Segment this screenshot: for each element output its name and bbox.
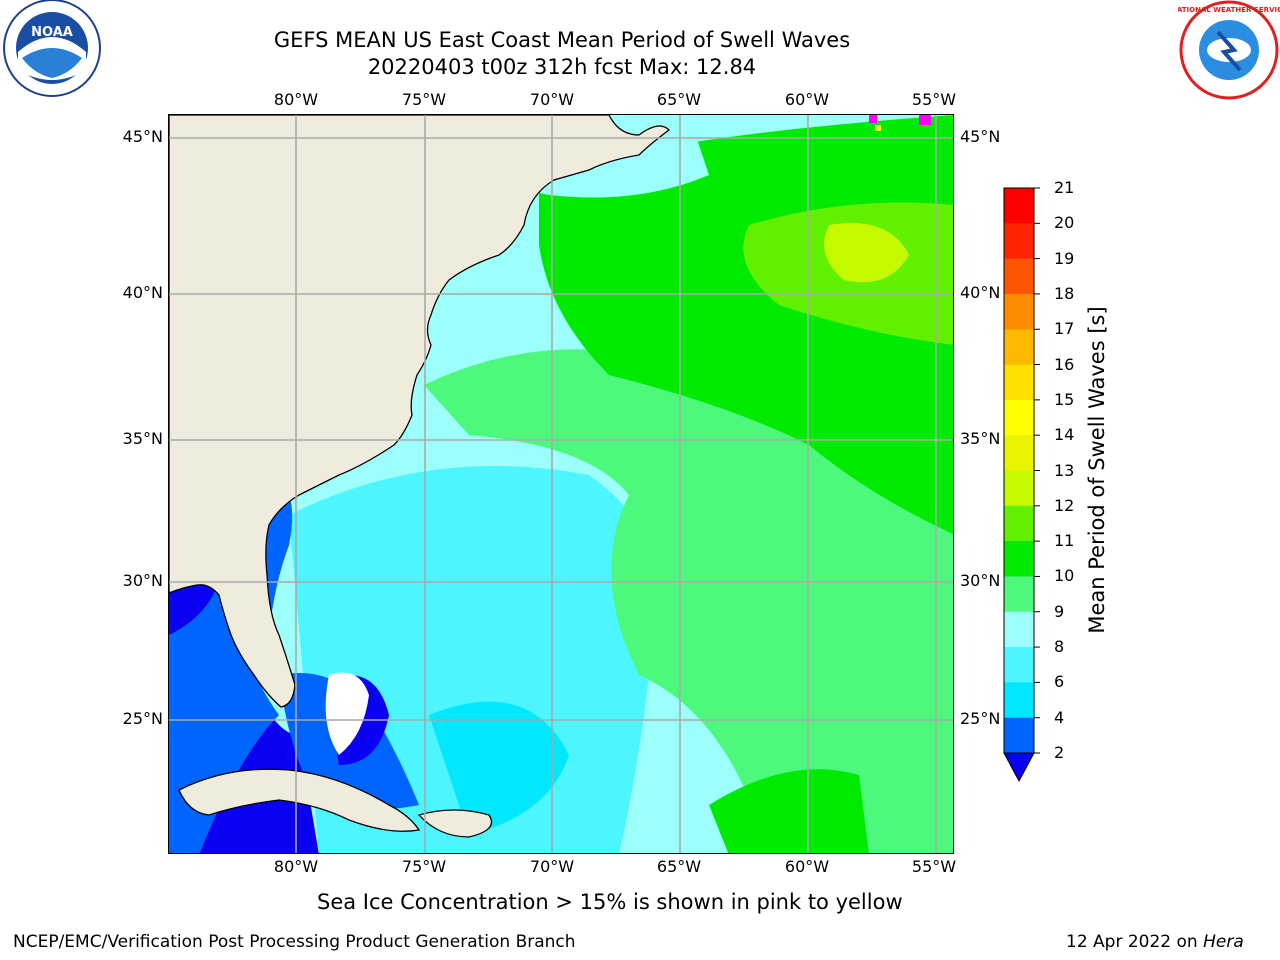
- lon-label-top: 55°W: [911, 90, 957, 109]
- colorbar-tick-label: 16: [1054, 354, 1075, 374]
- colorbar-tick-label: 17: [1054, 319, 1075, 339]
- noaa-logo: NOAA: [0, 0, 104, 100]
- chart-subtitle: 20220403 t00z 312h fcst Max: 12.84: [367, 55, 757, 79]
- colorbar-tick-label: 10: [1054, 566, 1075, 586]
- lat-label-left: 30°N: [122, 571, 163, 590]
- lon-label-top: 65°W: [656, 90, 702, 109]
- colorbar-tick-label: 15: [1054, 389, 1075, 409]
- lat-label-left: 35°N: [122, 429, 163, 448]
- footer-machine: Hera: [1203, 932, 1244, 952]
- lon-label-top: 80°W: [273, 90, 319, 109]
- swell-period-map: [169, 115, 953, 853]
- lon-label-bottom: 60°W: [784, 857, 830, 876]
- lat-label-right: 30°N: [960, 571, 1001, 590]
- bahamas-bank: [325, 672, 369, 755]
- colorbar-bin: [1004, 717, 1034, 754]
- nws-logo-text: NATIONAL WEATHER SERVICE: [1178, 6, 1280, 14]
- colorbar-bin: [1004, 188, 1034, 224]
- lat-label-right: 40°N: [960, 283, 1001, 302]
- green-region-south: [709, 769, 869, 853]
- colorbar-bin: [1004, 435, 1034, 471]
- colorbar-tick-label: 21: [1054, 178, 1075, 197]
- lat-label-left: 40°N: [122, 283, 163, 302]
- lon-label-bottom: 70°W: [529, 857, 575, 876]
- lat-label-right: 25°N: [960, 709, 1001, 728]
- lon-label-top: 70°W: [529, 90, 575, 109]
- colorbar-bin: [1004, 329, 1034, 366]
- colorbar-bin: [1004, 293, 1034, 330]
- lat-label-left: 45°N: [122, 127, 163, 146]
- lat-label-right: 35°N: [960, 429, 1001, 448]
- colorbar-tick-label: 9: [1054, 601, 1065, 621]
- colorbar-bin: [1004, 541, 1034, 577]
- colorbar-tick-label: 14: [1054, 425, 1075, 445]
- sea-ice-pixel: [869, 115, 877, 123]
- colorbar-bin: [1004, 364, 1034, 401]
- colorbar-bin: [1004, 576, 1034, 613]
- noaa-logo-text: NOAA: [31, 25, 73, 40]
- footer-date-text: 12 Apr 2022 on: [1066, 932, 1204, 952]
- north-america-land: [169, 115, 670, 708]
- colorbar-bin: [1004, 505, 1034, 542]
- colorbar-extend-arrow: [1003, 752, 1035, 783]
- sea-ice-pixel: [875, 125, 881, 131]
- lon-label-bottom: 80°W: [273, 857, 319, 876]
- lon-label-bottom: 55°W: [911, 857, 957, 876]
- yellow-region: [824, 223, 909, 283]
- colorbar-label: Mean Period of Swell Waves [s]: [1085, 306, 1109, 634]
- colorbar-bin: [1004, 682, 1034, 719]
- lon-label-bottom: 65°W: [656, 857, 702, 876]
- colorbar-tick-label: 19: [1054, 248, 1075, 268]
- colorbar-tick-label: 12: [1054, 495, 1075, 515]
- colorbar-tick-label: 11: [1054, 531, 1075, 551]
- colorbar-tick-label: 13: [1054, 460, 1075, 480]
- lat-label-right: 45°N: [960, 127, 1001, 146]
- colorbar: [1000, 186, 1040, 786]
- hispaniola-land: [417, 809, 493, 838]
- lat-label-left: 25°N: [122, 709, 163, 728]
- colorbar-bin: [1004, 223, 1034, 260]
- sea-ice-note: Sea Ice Concentration > 15% is shown in …: [317, 890, 903, 914]
- lon-label-top: 75°W: [401, 90, 447, 109]
- colorbar-bin: [1004, 611, 1034, 648]
- colorbar-bin: [1004, 470, 1034, 507]
- sea-ice-pixel: [919, 115, 931, 125]
- colorbar-tick-label: 8: [1054, 637, 1065, 657]
- colorbar-bin: [1004, 647, 1034, 683]
- colorbar-tick-label: 20: [1054, 213, 1075, 233]
- footer-date: 12 Apr 2022 on Hera: [1066, 932, 1244, 952]
- colorbar-tick-label: 6: [1054, 672, 1065, 692]
- nws-logo: NATIONAL WEATHER SERVICE: [1171, 0, 1280, 100]
- colorbar-bin: [1004, 399, 1034, 436]
- colorbar-bin: [1004, 258, 1034, 295]
- colorbar-swatches: [1003, 187, 1040, 783]
- footer-credit: NCEP/EMC/Verification Post Processing Pr…: [13, 932, 576, 952]
- graticule: [169, 115, 953, 853]
- bright-cyan-region: [429, 701, 569, 835]
- colorbar-tick-label: 18: [1054, 283, 1075, 303]
- cuba-land: [178, 768, 421, 832]
- chart-title: GEFS MEAN US East Coast Mean Period of S…: [273, 28, 851, 52]
- colorbar-tick-label: 4: [1054, 707, 1065, 727]
- map-panel: [168, 114, 954, 854]
- lon-label-top: 60°W: [784, 90, 830, 109]
- lon-label-bottom: 75°W: [401, 857, 447, 876]
- colorbar-tick-label: 2: [1054, 743, 1065, 762]
